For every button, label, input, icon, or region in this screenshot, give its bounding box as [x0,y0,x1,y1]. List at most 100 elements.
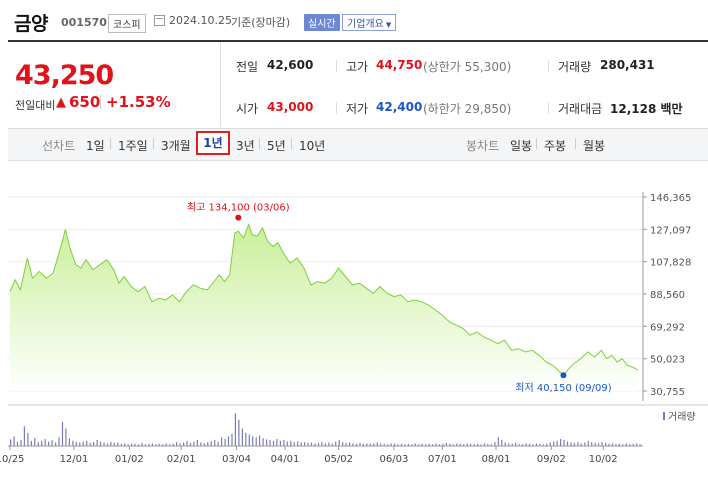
volume-bar [487,443,489,446]
volume-bar [355,443,358,446]
x-tick-label: 01/02 [115,454,144,465]
volume-bar [93,442,95,446]
volume-bar [272,440,275,447]
volume-bar [304,442,306,446]
volume-bar [200,442,202,446]
period-1y-button[interactable]: 1년 [196,131,230,155]
volume-bar [497,437,499,447]
volume-bar [563,439,565,446]
volume-bar [314,443,316,446]
quote-divider [548,60,549,72]
volume-bar [238,419,240,447]
volume-bar [508,443,510,446]
volume-bar [466,443,468,446]
price-chart[interactable]: 146,365 127,097 107,828 88,560 69,292 50,023 3… [0,160,708,478]
volume-bar [34,438,36,446]
volume-bar [151,443,153,446]
low-marker [560,372,567,379]
volume-bar [494,442,496,446]
volume-bar [366,443,368,446]
x-tick-label: 05/02 [324,454,353,465]
candle-weekly-button[interactable]: 주봉 [544,139,567,153]
volume-bar [560,439,562,446]
volume-label: 거래량 [558,60,592,74]
volume-bar [594,442,596,446]
x-tick-label: 08/01 [482,454,511,465]
volume-bar [428,443,430,446]
period-3y-button[interactable]: 3년 [236,139,255,153]
period-3m-button[interactable]: 3개월 [161,139,191,153]
volume-bar [397,444,399,447]
volume-bar [321,442,323,446]
volume-bar [345,442,347,446]
x-tick-label: 10/02 [589,454,618,465]
volume-bar [72,440,74,447]
volume-bar [262,438,264,446]
volume-bar [387,444,389,447]
volume-bar [394,443,396,446]
volume-bar [632,443,634,446]
volume-bar [317,442,320,446]
period-1d-button[interactable]: 1일 [86,139,105,153]
company-info-label: 기업개요 [347,19,384,30]
low-value: 42,400 [376,100,423,114]
volume-value: 280,431 [600,58,655,72]
volume-bar [99,441,102,446]
volume-bar [276,439,278,446]
realtime-button[interactable]: 실시간 [304,14,340,31]
volume-bar [23,426,25,446]
volume-bar [622,444,624,447]
x-tick-label: 09/02 [537,454,566,465]
candle-daily-button[interactable]: 일봉 [510,139,533,153]
volume-bar [342,442,344,446]
y-tick-label: 50,023 [650,355,685,366]
volume-bar [442,443,444,446]
volume-bar [591,442,593,446]
volume-bar [335,441,337,446]
volume-bar [48,441,50,446]
volume-bar [61,421,64,446]
volume-bar [120,443,122,446]
volume-bar [144,444,147,447]
volume-bar [259,435,261,446]
volume-bar [155,444,157,447]
volume-bar [452,444,454,447]
x-tick-label: 07/01 [428,454,457,465]
x-tick-label: 03/04 [222,454,251,465]
volume-bar [41,440,43,447]
volume-bar [463,444,465,447]
volume-bar [141,442,143,446]
x-tick-label: 04/01 [271,454,300,465]
period-1w-button[interactable]: 1주일 [118,139,148,153]
volume-bar [134,443,136,446]
x-tick-label: 10/25 [0,454,24,465]
period-10y-button[interactable]: 10년 [299,139,326,153]
prev-close-label: 전일 [236,60,259,74]
volume-bar [421,443,423,446]
volume-bar [248,434,250,446]
stock-code: 001570 [61,16,107,29]
volume-bar [380,443,382,446]
volume-bar [553,441,555,446]
volume-bar [483,443,486,446]
volume-bar [297,441,299,446]
high-value: 44,750 [376,58,423,72]
lower-limit: (하한가 29,850) [423,102,512,116]
y-tick-label: 146,365 [650,193,691,204]
y-tick-label: 69,292 [650,322,685,333]
candle-monthly-button[interactable]: 월봉 [583,139,606,153]
volume-bar [480,444,482,447]
volume-bar [338,439,340,446]
open-value: 43,000 [267,100,314,114]
period-5y-button[interactable]: 5년 [267,139,286,153]
volume-bar [44,439,46,446]
price-change: 650 [69,93,101,111]
volume-bar [566,441,569,446]
volume-bar [418,444,420,447]
company-info-dropdown[interactable]: 기업개요 ▼ [342,14,397,31]
x-tick-label: 02/01 [167,454,196,465]
amount-value: 12,128 백만 [610,102,683,116]
volume-bar [310,442,313,446]
stock-name: 금양 [14,13,48,35]
volume-bar [172,443,174,446]
